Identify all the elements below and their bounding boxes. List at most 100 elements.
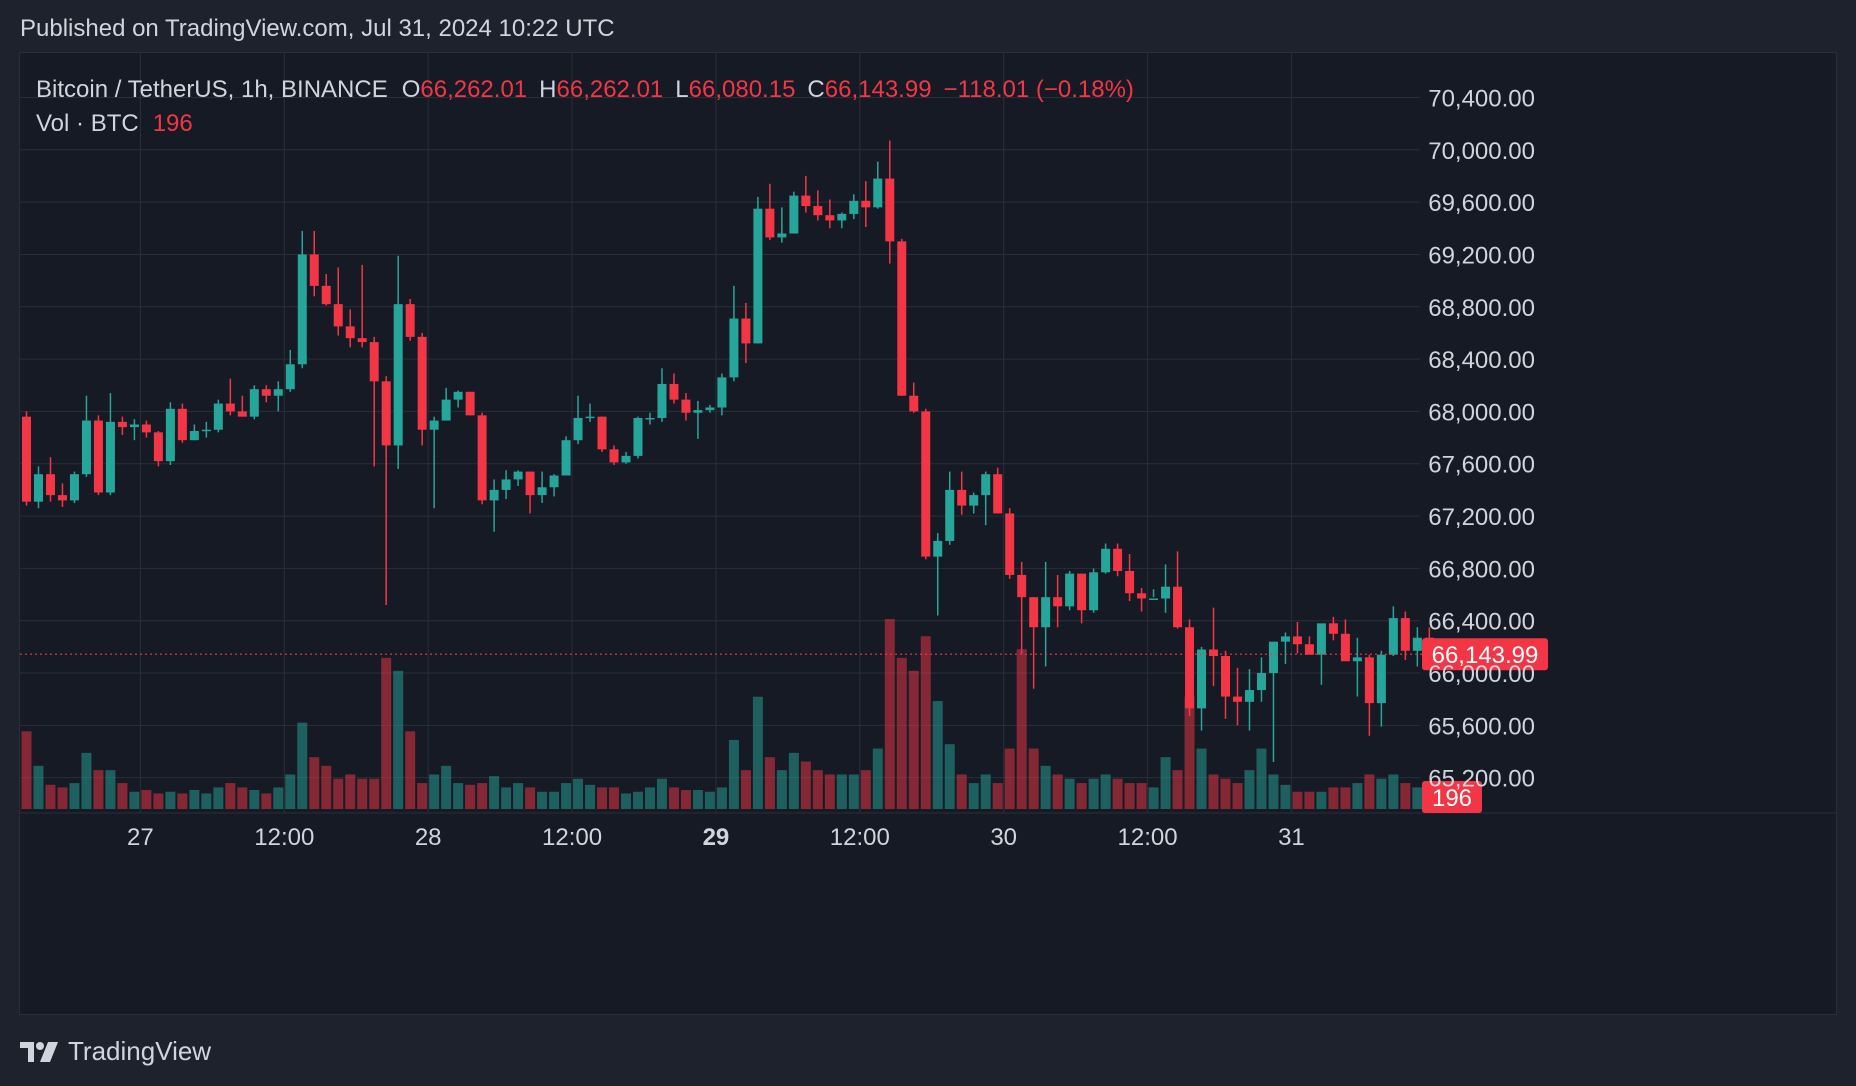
- y-tick-label: 69,600.00: [1428, 190, 1535, 217]
- x-tick-label: 12:00: [542, 824, 602, 851]
- volume-bar: [57, 787, 68, 809]
- volume-bar: [1316, 791, 1327, 809]
- last-price-badge: [1422, 638, 1548, 671]
- candle-body: [957, 489, 967, 506]
- candle-body: [417, 336, 427, 430]
- volume-bar: [477, 783, 488, 809]
- symbol-label[interactable]: Bitcoin / TetherUS, 1h, BINANCE: [36, 76, 388, 103]
- candle-body: [45, 474, 55, 496]
- candle-body: [1340, 633, 1350, 662]
- candle-body: [921, 411, 931, 557]
- volume-bar: [920, 636, 931, 809]
- candle-body: [537, 487, 547, 496]
- candle-body: [849, 200, 859, 214]
- volume-bar: [1184, 696, 1195, 809]
- candle-body: [1197, 649, 1207, 709]
- chart-legend: Bitcoin / TetherUS, 1h, BINANCE O66,262.0…: [36, 73, 1146, 141]
- volume-bar: [944, 744, 955, 809]
- candle-body: [285, 364, 295, 390]
- volume-bar: [1196, 748, 1207, 809]
- candle-body: [945, 489, 955, 541]
- candle-body: [885, 178, 895, 242]
- footer-brand[interactable]: TradingView: [20, 1036, 211, 1067]
- volume-bar: [716, 787, 727, 809]
- volume-bar: [1160, 757, 1171, 809]
- price-chart[interactable]: 66,143.99 196 65,200.00 65,600.00 66,000.00…: [20, 53, 1837, 1015]
- x-tick-label: 12:00: [830, 824, 890, 851]
- last-price-line: 66,143.99 196: [20, 638, 1548, 813]
- candle-body: [1316, 623, 1326, 655]
- volume-label[interactable]: Vol · BTC: [36, 110, 139, 137]
- volume-bar: [357, 778, 368, 809]
- candle-body: [1304, 644, 1314, 655]
- y-tick-label: 67,600.00: [1428, 452, 1535, 479]
- volume-bar: [309, 757, 320, 809]
- candle-body: [189, 431, 199, 441]
- candle-body: [861, 200, 871, 208]
- volume-bar: [525, 787, 536, 809]
- volume-bar: [1340, 787, 1351, 809]
- candle-body: [1137, 593, 1147, 599]
- volume-bar: [1076, 783, 1087, 809]
- candle-body: [741, 318, 751, 344]
- x-tick-label: 28: [415, 824, 442, 851]
- volume-bar: [1208, 774, 1219, 809]
- volume-bar: [441, 765, 452, 809]
- volume-bar: [117, 783, 128, 809]
- volume-bar: [884, 619, 895, 809]
- candle-body: [33, 474, 43, 502]
- candle-body: [693, 410, 703, 413]
- volume-bar: [740, 770, 751, 809]
- volume-bar: [1088, 778, 1099, 809]
- y-tick-label: 66,000.00: [1428, 661, 1535, 688]
- candle-body: [813, 206, 823, 216]
- brand-name: TradingView: [68, 1036, 212, 1066]
- volume-bar: [321, 765, 332, 809]
- volume-bar: [764, 757, 775, 809]
- volume-bar: [381, 657, 392, 809]
- volume-bar: [1124, 783, 1135, 809]
- candle-body: [249, 389, 259, 417]
- candle-body: [1221, 656, 1230, 697]
- candle-body: [1041, 597, 1051, 628]
- volume-bar: [704, 791, 715, 809]
- volume-bar: [1328, 787, 1339, 809]
- candle-body: [22, 416, 31, 502]
- candle-body: [261, 389, 271, 396]
- candle-body: [1029, 597, 1039, 628]
- candle-body: [117, 421, 127, 428]
- volume-bar: [237, 787, 248, 809]
- volume-bar: [1232, 783, 1243, 809]
- volume-bar: [489, 776, 500, 809]
- y-tick-label: 68,000.00: [1428, 399, 1535, 426]
- candle-body: [105, 421, 115, 493]
- low-label: L: [675, 76, 689, 103]
- volume-bar: [105, 770, 116, 809]
- volume-bar: [1148, 787, 1159, 809]
- volume-bar: [549, 791, 560, 809]
- candle-body: [873, 178, 883, 208]
- candle-body: [1089, 572, 1099, 611]
- candle-body: [597, 416, 607, 450]
- volume-bar: [860, 770, 871, 809]
- grid: [20, 53, 1836, 814]
- candle-body: [93, 420, 103, 493]
- volume-bar: [393, 670, 404, 809]
- candle-body: [273, 389, 283, 396]
- volume-bar: [597, 787, 608, 809]
- volume-bar: [153, 793, 164, 809]
- volume-bar: [968, 783, 979, 809]
- volume-bar: [1304, 791, 1315, 809]
- change-value: −118.01 (−0.18%): [943, 76, 1134, 103]
- volume-bar: [896, 657, 907, 809]
- volume-bar: [1388, 774, 1399, 809]
- candle-body: [177, 408, 187, 441]
- volume-bar: [668, 787, 679, 809]
- chart-panel[interactable]: 66,143.99 196 65,200.00 65,600.00 66,000.00…: [19, 52, 1837, 1015]
- candle-body: [309, 254, 319, 286]
- candle-body: [1077, 573, 1087, 611]
- candle-body: [69, 474, 79, 501]
- tradingview-logo-icon: [20, 1041, 58, 1062]
- candle-body: [465, 391, 475, 416]
- volume-bar: [273, 787, 284, 809]
